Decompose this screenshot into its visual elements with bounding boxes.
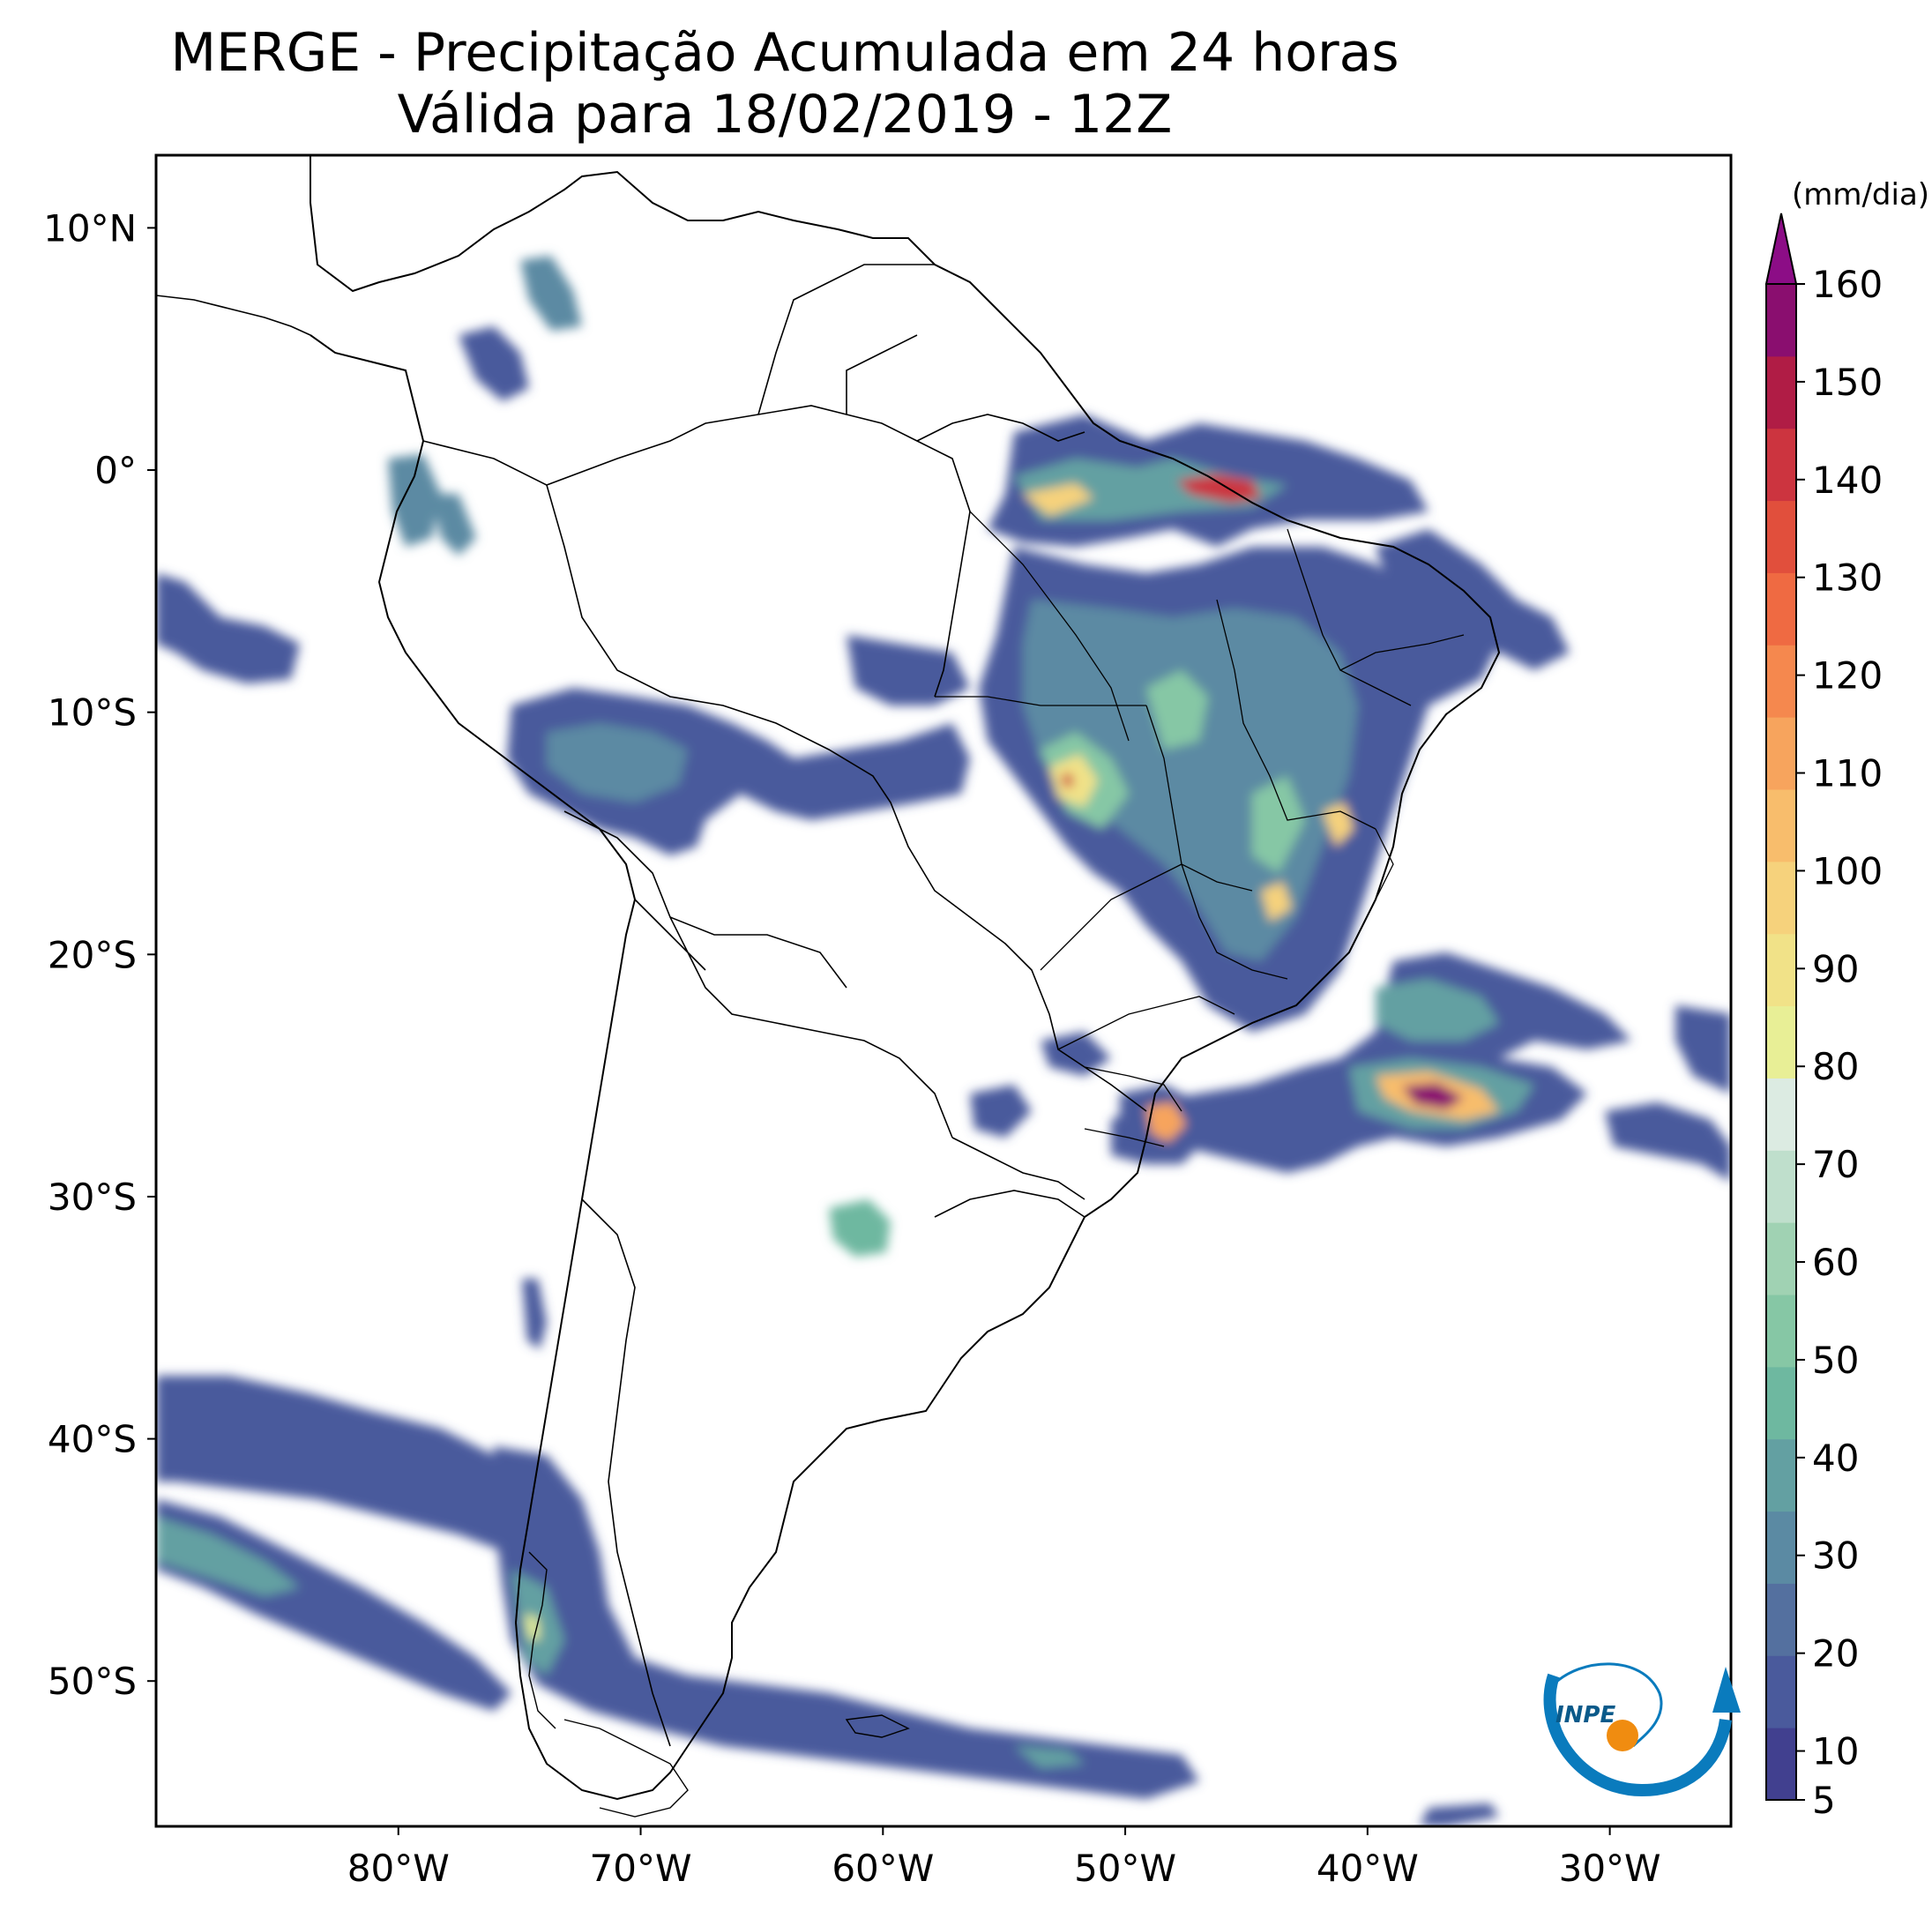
inpe-logo-sun-icon	[1607, 1720, 1638, 1751]
rain-area-pacific-west	[156, 573, 300, 683]
colorbar-tick-label: 70	[1812, 1143, 1859, 1186]
colorbar-segment	[1766, 717, 1796, 790]
map-subtitle: Válida para 18/02/2019 - 12Z	[397, 84, 1173, 146]
rain-area-patagonia	[494, 1446, 1199, 1799]
colorbar-tick-label: 60	[1812, 1241, 1859, 1284]
colorbar-segment	[1766, 1438, 1796, 1512]
colorbar-segment	[1766, 572, 1796, 646]
colorbar-unit: (mm/dia)	[1792, 177, 1929, 213]
rain-area-south-atlantic-max	[1402, 1083, 1464, 1109]
colorbar-segment	[1766, 1078, 1796, 1151]
colorbar-tick-label: 150	[1812, 361, 1883, 404]
lon-tick-label: 80°W	[347, 1847, 450, 1890]
rain-area-north-coast-peak	[1023, 483, 1093, 516]
lon-tick-label: 50°W	[1074, 1847, 1176, 1890]
rain-area-tocantins-peak	[1049, 754, 1098, 807]
lat-tick-label: 10°N	[43, 206, 137, 250]
colorbar-segment	[1766, 645, 1796, 718]
colorbar-segment	[1766, 284, 1796, 357]
colorbar-tick-label: 130	[1812, 556, 1883, 600]
colorbar-segment	[1766, 1366, 1796, 1440]
map-frame	[154, 153, 1733, 1828]
rain-area-bahia-peak	[1261, 802, 1354, 922]
colorbar-segment	[1766, 789, 1796, 862]
colorbar-tick-label: 160	[1812, 263, 1883, 306]
brazil-state-borders	[935, 511, 1465, 1147]
lon-tick-label: 30°W	[1559, 1847, 1661, 1890]
inpe-logo-text: INPE	[1555, 1702, 1615, 1728]
colorbar-tick-label: 140	[1812, 459, 1883, 502]
colorbar-segment	[1766, 1295, 1796, 1368]
lat-tick-label: 10°S	[48, 691, 137, 735]
rain-area-far-atlantic	[1605, 1005, 1731, 1182]
rain-area-paraguay	[970, 1032, 1111, 1138]
coastlines-and-borders	[156, 155, 1501, 1818]
rain-area-pacific-band-1	[156, 1376, 564, 1561]
rain-area-western-amazon-core	[547, 723, 688, 802]
rain-area-north-coast-core	[1014, 459, 1287, 520]
central-america	[156, 295, 311, 336]
rain-area-santa-catarina-peak	[1146, 1102, 1186, 1142]
colorbar-tick-label: 20	[1812, 1632, 1859, 1676]
rain-area-south-atlantic-tail	[1420, 1803, 1499, 1826]
colorbar-segment	[1766, 1511, 1796, 1584]
precipitation-field	[156, 256, 1731, 1826]
colorbar-tick-label: 110	[1812, 752, 1883, 795]
rain-area-tocantins-red	[1061, 773, 1074, 788]
colorbar-tick-label: 10	[1812, 1730, 1859, 1773]
lat-axis: 10°N 0° 10°S 20°S 30°S 40°S 50°S	[43, 206, 156, 1703]
colorbar-segment	[1766, 1222, 1796, 1295]
rain-area-colombia	[520, 256, 582, 331]
lon-tick-label: 60°W	[832, 1847, 934, 1890]
rain-area-south-atlantic	[1111, 952, 1631, 1173]
colorbar-segment	[1766, 933, 1796, 1007]
colorbar-segment	[1766, 1583, 1796, 1656]
colorbar: (mm/dia) 5 10 20 30 40 50 60 70 80 90 100 110 120 130…	[1764, 177, 1929, 1822]
lat-tick-label: 40°S	[48, 1418, 137, 1461]
lon-axis: 80°W 70°W 60°W 50°W 40°W 30°W	[347, 1826, 1661, 1890]
colorbar-segment	[1766, 1655, 1796, 1728]
rain-area-patagonia-core	[511, 1570, 1085, 1768]
rain-area-central-brazil-green	[1041, 670, 1305, 873]
lon-tick-label: 40°W	[1317, 1847, 1419, 1890]
colorbar-tick-label: 5	[1812, 1779, 1836, 1822]
inpe-logo-orbit	[1552, 1662, 1663, 1748]
colorbar-tick-label: 30	[1812, 1534, 1859, 1578]
colorbar-segment	[1766, 1150, 1796, 1223]
inpe-logo-swirl	[1543, 1673, 1732, 1797]
lat-tick-label: 0°	[94, 449, 137, 492]
rain-area-ecuador	[388, 454, 476, 556]
colorbar-segment	[1766, 355, 1796, 429]
inpe-logo-arrow-icon	[1712, 1667, 1741, 1713]
colorbar-tick-label: 80	[1812, 1045, 1859, 1088]
colorbar-tick-label: 100	[1812, 849, 1883, 892]
colorbar-tick-label: 50	[1812, 1339, 1859, 1382]
colorbar-tick-label: 120	[1812, 654, 1883, 698]
rain-area-pacific-band-core	[156, 1517, 300, 1596]
rain-area-chile-coast	[522, 1279, 547, 1349]
southern-islands	[528, 1551, 910, 1818]
colorbar-segment	[1766, 861, 1796, 935]
rain-area-rondonia	[847, 635, 970, 705]
country-borders	[422, 264, 1147, 1747]
rain-area-argentina	[829, 1199, 891, 1257]
lat-tick-label: 30°S	[48, 1176, 137, 1219]
colorbar-segment	[1766, 428, 1796, 502]
lat-tick-label: 50°S	[48, 1660, 137, 1703]
rain-area-patagonia-peak	[525, 1614, 540, 1640]
inpe-logo: INPE	[1543, 1662, 1741, 1797]
map-title: MERGE - Precipitação Acumulada em 24 hor…	[170, 22, 1399, 84]
colorbar-segment	[1766, 1005, 1796, 1079]
colorbar-frame	[1765, 283, 1797, 1801]
colorbar-segment	[1766, 500, 1796, 573]
lat-tick-label: 20°S	[48, 933, 137, 976]
colorbar-tick-label: 40	[1812, 1437, 1859, 1480]
colorbar-tick-label: 90	[1812, 947, 1859, 990]
colorbar-segment	[1766, 1728, 1796, 1801]
lon-tick-label: 70°W	[590, 1847, 692, 1890]
rain-area-colombia-2	[459, 326, 529, 401]
rain-area-central-brazil-core	[1023, 600, 1358, 961]
colorbar-extend-arrow	[1764, 213, 1798, 285]
